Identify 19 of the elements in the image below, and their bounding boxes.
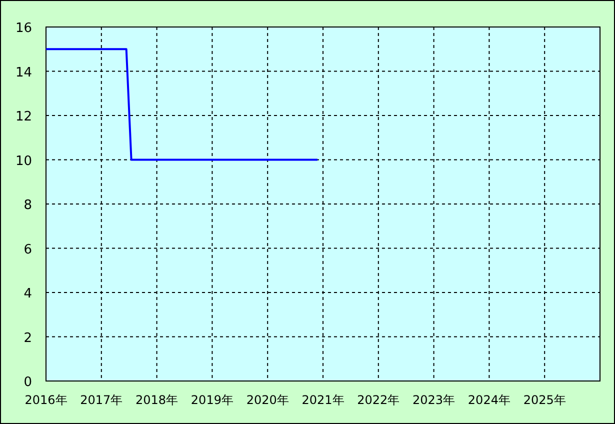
x-tick-label: 2021年 [302, 393, 344, 407]
y-tick-label: 12 [15, 110, 32, 124]
x-tick-label: 2020年 [246, 393, 289, 407]
x-tick-label: 2024年 [468, 393, 510, 407]
y-tick-label: 14 [15, 65, 32, 80]
x-tick-label: 2016年 [24, 393, 68, 407]
x-tick-label: 2018年 [136, 393, 178, 407]
y-tick-label: 16 [15, 21, 32, 36]
y-tick-label: 0 [24, 375, 32, 390]
x-tick-label: 2019年 [190, 393, 234, 407]
y-tick-label: 2 [24, 330, 32, 346]
y-tick-label: 6 [24, 242, 32, 258]
y-tick-label: 4 [24, 286, 32, 302]
x-tick-label: 2025年 [523, 393, 566, 407]
x-tick-label: 2017年 [80, 393, 123, 407]
y-tick-label: 10 [15, 154, 32, 169]
x-tick-label: 2022年 [357, 393, 400, 407]
x-tick-label: 2023年 [412, 393, 456, 407]
y-tick-label: 8 [24, 198, 32, 213]
